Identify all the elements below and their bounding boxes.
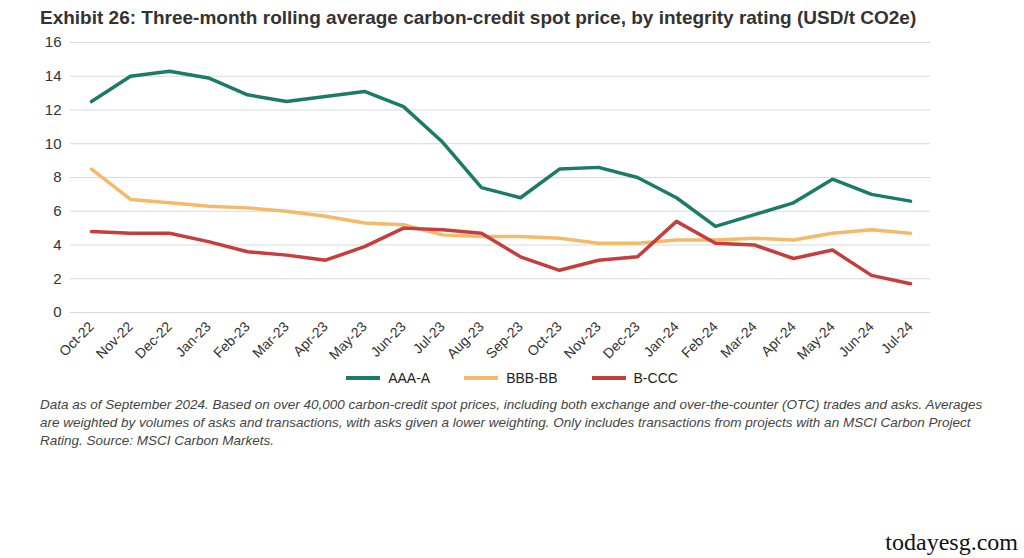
html-text:todayesg.com: todayesg.com bbox=[885, 529, 1018, 555]
svg-text:6: 6 bbox=[53, 202, 61, 219]
svg-text:Sep-23: Sep-23 bbox=[483, 318, 526, 361]
svg-text:Feb-24: Feb-24 bbox=[678, 318, 721, 361]
svg-text:May-24: May-24 bbox=[793, 318, 837, 362]
svg-text:Apr-24: Apr-24 bbox=[758, 318, 799, 359]
html-text:AAA-A: AAA-A bbox=[388, 370, 431, 386]
svg-text:16: 16 bbox=[45, 33, 62, 50]
svg-text:May-23: May-23 bbox=[325, 318, 369, 362]
svg-text:0: 0 bbox=[53, 303, 61, 320]
svg-text:10: 10 bbox=[45, 135, 62, 152]
svg-text:Jan-23: Jan-23 bbox=[172, 318, 214, 360]
svg-text:Oct-23: Oct-23 bbox=[524, 318, 565, 359]
svg-text:Oct-22: Oct-22 bbox=[56, 318, 97, 359]
svg-text:Feb-23: Feb-23 bbox=[210, 318, 253, 361]
svg-text:Mar-23: Mar-23 bbox=[249, 318, 292, 361]
html-text:Data as of September 2024. Bas: Data as of September 2024. Based on over… bbox=[40, 397, 983, 448]
svg-text:14: 14 bbox=[45, 67, 62, 84]
svg-text:Jul-23: Jul-23 bbox=[410, 318, 448, 356]
svg-text:Dec-23: Dec-23 bbox=[600, 318, 643, 361]
svg-text:Dec-22: Dec-22 bbox=[132, 318, 175, 361]
svg-text:4: 4 bbox=[53, 236, 61, 253]
svg-text:2: 2 bbox=[53, 270, 61, 287]
svg-text:Jun-23: Jun-23 bbox=[367, 318, 409, 360]
html-text:B-CCC: B-CCC bbox=[633, 370, 678, 386]
html-text:BBB-BB: BBB-BB bbox=[506, 370, 558, 386]
svg-text:Mar-24: Mar-24 bbox=[717, 318, 760, 361]
svg-text:8: 8 bbox=[53, 168, 61, 185]
svg-text:Jun-24: Jun-24 bbox=[835, 318, 877, 360]
svg-text:Apr-23: Apr-23 bbox=[290, 318, 331, 359]
svg-text:12: 12 bbox=[45, 101, 62, 118]
svg-text:Nov-22: Nov-22 bbox=[93, 318, 136, 361]
svg-text:Jan-24: Jan-24 bbox=[640, 318, 682, 360]
svg-text:Nov-23: Nov-23 bbox=[561, 318, 604, 361]
svg-text:Aug-23: Aug-23 bbox=[444, 318, 487, 361]
svg-text:Jul-24: Jul-24 bbox=[878, 318, 916, 356]
html-text:Exhibit 26: Three-month rollin: Exhibit 26: Three-month rolling average … bbox=[40, 7, 917, 28]
